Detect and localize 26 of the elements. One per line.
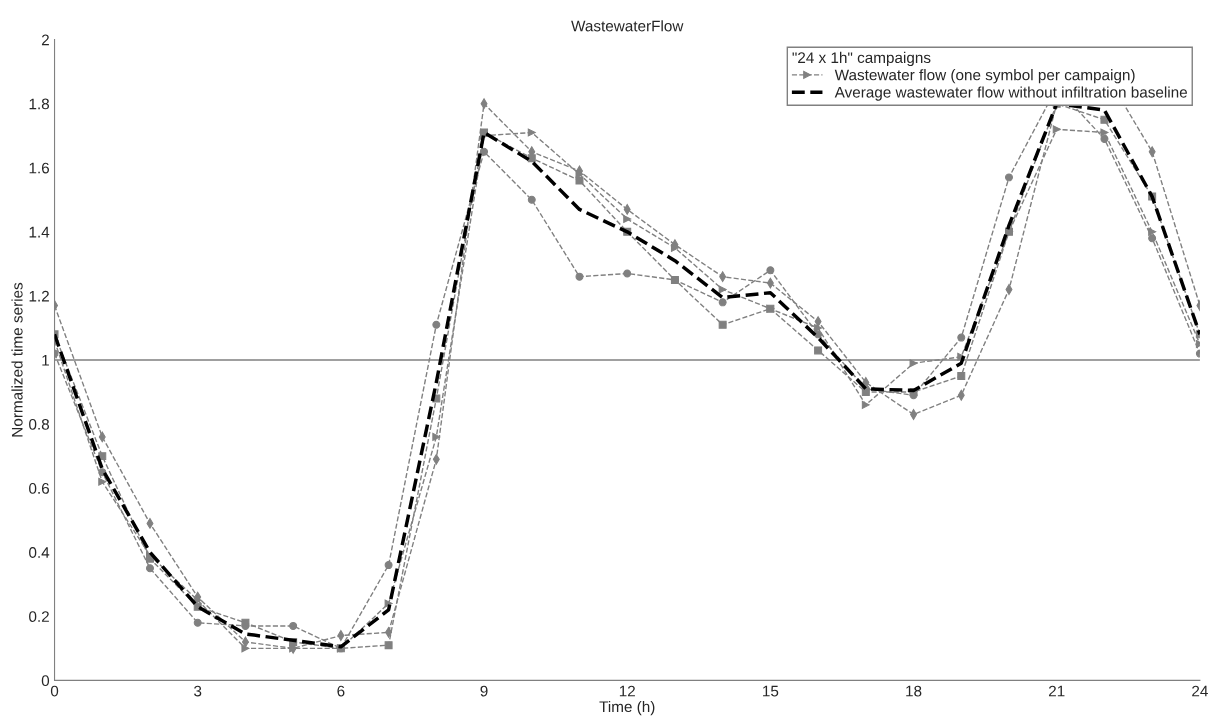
x-tick-label: 18 <box>906 685 922 697</box>
y-tick-label: 1.8 <box>29 98 50 110</box>
legend-label: Wastewater flow (one symbol per campaign) <box>834 69 1135 84</box>
y-tick-label: 1 <box>42 355 49 366</box>
y-tick-label: 1.2 <box>29 290 49 302</box>
y-tick-label: 0.2 <box>29 611 49 623</box>
legend-title: "24 x 1h" campaigns <box>792 51 931 67</box>
y-axis-title: Normalized time series <box>11 282 23 437</box>
x-tick-label: 12 <box>619 685 635 697</box>
x-tick-label: 6 <box>337 685 345 697</box>
x-tick-label: 3 <box>194 685 202 697</box>
y-tick-label: 0.6 <box>29 483 50 494</box>
y-tick-label: 0.4 <box>29 547 50 558</box>
x-tick-label: 0 <box>50 685 59 697</box>
y-tick-label: 1.4 <box>29 226 50 238</box>
x-tick-label: 15 <box>763 685 779 697</box>
x-tick-label: 9 <box>480 685 488 697</box>
y-tick-label: 0.8 <box>29 418 50 430</box>
x-tick-label: 24 <box>1192 685 1208 697</box>
y-tick-label: 2 <box>41 34 49 46</box>
legend-label: Average wastewater flow without infiltration baseline <box>834 86 1187 101</box>
y-tick-label: 0 <box>41 675 50 687</box>
x-axis-title: Time (h) <box>599 700 655 716</box>
chart-title: WastewaterFlow <box>571 20 684 32</box>
x-tick-label: 21 <box>1048 685 1065 697</box>
y-tick-label: 1.6 <box>29 162 50 174</box>
